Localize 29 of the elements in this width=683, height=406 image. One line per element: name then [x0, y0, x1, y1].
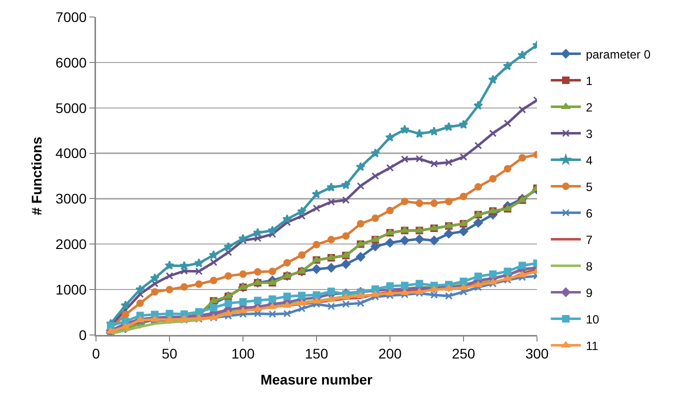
y-tick-label: 2000 [56, 236, 87, 252]
legend-label: 3 [586, 126, 593, 141]
x-tick-label: 0 [92, 345, 100, 362]
legend-label: 4 [586, 153, 593, 168]
y-tick-label: 3000 [56, 190, 87, 207]
legend-label: 5 [586, 180, 593, 194]
x-tick-label: 250 [452, 345, 476, 362]
y-tick-label: 1000 [56, 281, 87, 298]
legend-label: 11 [586, 338, 599, 353]
y-tick-label: 6000 [56, 54, 87, 70]
y-tick-label: 5000 [56, 100, 87, 116]
x-axis-title: Measure number [260, 371, 374, 388]
x-tick-label: 150 [304, 345, 328, 362]
x-tick-label: 300 [525, 345, 549, 362]
legend-label: 6 [586, 206, 593, 220]
legend-label: 8 [586, 259, 593, 274]
y-axis-title: # Functions [28, 136, 44, 216]
x-tick-label: 200 [378, 345, 402, 362]
y-tick-label: 7000 [56, 8, 87, 25]
x-tick-label: 50 [162, 345, 178, 362]
y-tick-label: 0 [78, 326, 87, 343]
y-tick-label: 4000 [56, 145, 87, 162]
legend-label: 7 [586, 232, 593, 247]
legend-label: 1 [586, 74, 593, 88]
legend-label: 10 [586, 312, 600, 326]
x-tick-label: 100 [231, 345, 255, 362]
legend-label: 9 [586, 286, 593, 300]
legend-label: parameter 0 [586, 47, 651, 62]
legend-label: 2 [586, 100, 593, 114]
